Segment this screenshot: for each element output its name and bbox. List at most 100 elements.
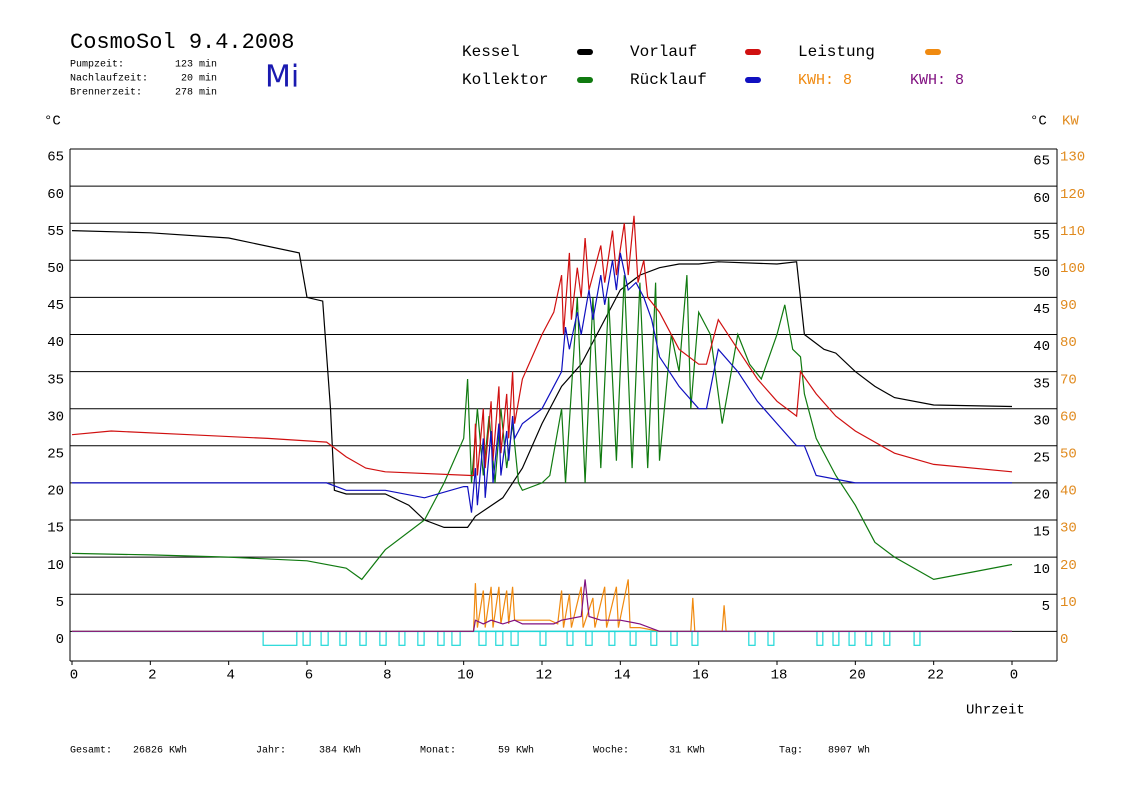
x-tick-label: 0 — [70, 668, 78, 684]
y2-tick-label: 90 — [1060, 298, 1077, 314]
y2-tick-label: 20 — [1060, 558, 1077, 574]
pump-interval — [566, 630, 574, 646]
y-tick-label: 5 — [56, 595, 64, 611]
pump-interval — [510, 630, 519, 646]
pump-interval — [883, 630, 891, 646]
stat-label: Pumpzeit: — [70, 59, 124, 71]
legend-extra: KWH: 8 — [910, 72, 964, 89]
y-tick-label-right: 65 — [1033, 154, 1050, 170]
y2-tick-label: 70 — [1060, 372, 1077, 388]
series-line — [72, 579, 1012, 632]
pump-interval — [748, 630, 756, 646]
stat-value: 123 min — [175, 59, 217, 71]
y-tick-label-right: 30 — [1033, 413, 1050, 429]
y-tick-label: 25 — [47, 447, 64, 463]
series-line — [71, 215, 1013, 477]
y-tick-label: 40 — [47, 335, 64, 351]
y-tick-label-right: 20 — [1033, 488, 1050, 504]
pump-interval — [913, 630, 921, 646]
pump-interval — [539, 630, 547, 646]
y2-tick-label: 60 — [1060, 409, 1077, 425]
pump-interval — [262, 630, 298, 646]
x-tick-label: 12 — [536, 668, 553, 684]
x-tick-label: 0 — [1010, 668, 1018, 684]
footer-label: Tag: — [779, 746, 803, 757]
y2-tick-label: 110 — [1060, 224, 1085, 240]
pump-interval — [832, 630, 840, 646]
y-tick-label-right: 60 — [1033, 191, 1050, 207]
pump-interval — [417, 630, 425, 646]
y-tick-label: 0 — [56, 632, 64, 648]
stat-label: Brennerzeit: — [70, 87, 142, 99]
pump-interval — [691, 630, 699, 646]
y-tick-label: 45 — [47, 298, 64, 314]
y-tick-label: 20 — [47, 484, 64, 500]
pump-interval — [585, 630, 593, 646]
x-tick-label: 14 — [614, 668, 631, 684]
pump-interval — [848, 630, 856, 646]
y-tick-label-right: 40 — [1033, 339, 1050, 355]
y-axis-label: °C — [44, 114, 61, 130]
y2-tick-label: 30 — [1060, 521, 1077, 537]
legend-extra: KWH: 8 — [798, 72, 852, 89]
series-line — [72, 252, 1012, 513]
y-tick-label: 30 — [47, 409, 64, 425]
stat-label: Nachlaufzeit: — [70, 73, 148, 85]
pump-interval — [629, 630, 637, 646]
pump-interval — [865, 630, 873, 646]
y-tick-label-right: 35 — [1033, 376, 1050, 392]
y2-axis-label: KW — [1062, 114, 1079, 130]
footer-label: Woche: — [593, 745, 629, 757]
pump-interval — [379, 630, 387, 646]
y-tick-label: 15 — [47, 521, 64, 537]
legend-label: Kollektor — [462, 71, 548, 89]
x-tick-label: 8 — [383, 668, 391, 684]
legend-label: Vorlauf — [630, 43, 697, 61]
y-axis-label-right: °C — [1030, 114, 1047, 130]
series-line — [71, 275, 1013, 581]
pump-interval — [359, 630, 367, 646]
stat-value: 278 min — [175, 87, 217, 99]
footer-value: 384 KWh — [319, 745, 361, 757]
x-tick-label: 10 — [457, 668, 474, 684]
x-axis-label: Uhrzeit — [966, 703, 1025, 719]
y2-tick-label: 10 — [1060, 595, 1077, 611]
pump-interval — [320, 630, 329, 646]
footer-label: Gesamt: — [70, 746, 112, 757]
y-tick-label-right: 25 — [1033, 451, 1050, 467]
x-tick-label: 18 — [771, 668, 788, 684]
y2-tick-label: 0 — [1060, 632, 1068, 648]
footer-value: 31 KWh — [669, 745, 705, 757]
pump-interval — [608, 630, 616, 646]
x-tick-label: 4 — [226, 668, 234, 684]
footer-label: Monat: — [420, 746, 456, 757]
pump-interval — [650, 630, 658, 646]
y-tick-label-right: 10 — [1033, 562, 1050, 578]
title: CosmoSol 9.4.2008 — [70, 30, 294, 55]
y-tick-label: 35 — [47, 372, 64, 388]
pump-interval — [670, 630, 678, 646]
y-tick-label-right: 55 — [1033, 228, 1050, 244]
legend-label: Kessel — [462, 43, 520, 61]
footer: Gesamt: 26826 KWh Jahr: 384 KWh Monat: 59 KWh… — [70, 745, 870, 757]
pump-interval — [302, 630, 311, 646]
pump-interval — [451, 630, 461, 646]
pump-interval — [398, 630, 406, 646]
x-tick-label: 22 — [927, 668, 944, 684]
pump-interval — [478, 630, 487, 646]
pump-interval — [816, 630, 824, 646]
legend-label: Rücklauf — [630, 71, 707, 89]
y-tick-label-right: 5 — [1042, 599, 1050, 615]
y-tick-label-right: 15 — [1033, 525, 1050, 541]
footer-value: 8907 Wh — [828, 745, 870, 757]
footer-label: Jahr: — [256, 745, 286, 757]
pump-interval — [437, 630, 445, 646]
y-tick-label: 50 — [47, 261, 64, 277]
series-line — [71, 230, 1013, 528]
footer-value: 59 KWh — [498, 745, 534, 757]
x-tick-label: 20 — [849, 668, 866, 684]
y2-tick-label: 50 — [1060, 447, 1077, 463]
y2-tick-label: 120 — [1060, 187, 1085, 203]
stat-value: 20 min — [181, 73, 217, 85]
